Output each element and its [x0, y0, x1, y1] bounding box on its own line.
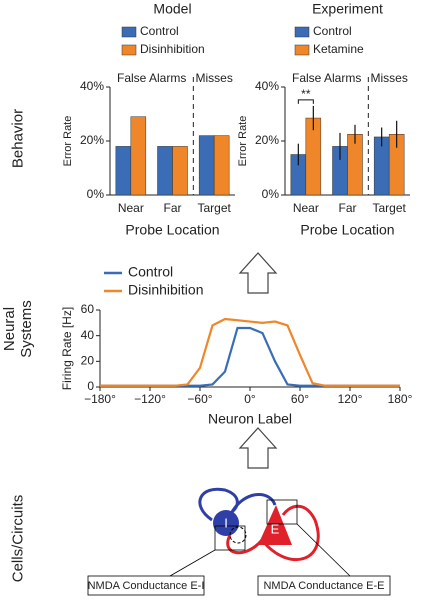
y-tick-label: 0%: [262, 187, 280, 201]
legend-label: Ketamine: [313, 42, 364, 56]
y-tick-label: 60: [81, 302, 95, 316]
bar: [198, 135, 215, 196]
callout-line: [169, 549, 216, 577]
x-tick-label: Near: [118, 201, 144, 215]
legend-label: Disinhibition: [140, 42, 205, 56]
legend-swatch: [294, 26, 310, 38]
y-tick-label: 20%: [255, 133, 279, 147]
bar: [172, 146, 188, 196]
annotation: False Alarms: [292, 71, 361, 85]
x-tick-label: 0°: [244, 392, 256, 406]
x-tick-label: Far: [339, 201, 357, 215]
x-axis-label: Neuron Label: [208, 411, 292, 427]
annotation: **: [301, 87, 311, 101]
y-axis-label: Firing Rate [Hz]: [60, 307, 74, 390]
x-tick-label: 180°: [388, 392, 413, 406]
callout-box: [87, 575, 205, 596]
y-axis-label: Error Rate: [62, 116, 74, 167]
node-label: E: [271, 521, 280, 536]
x-tick-label: −120°: [134, 392, 166, 406]
x-tick-label: 60°: [291, 392, 309, 406]
y-tick-label: 0%: [87, 187, 105, 201]
legend-label: Control: [128, 264, 173, 280]
callout-label: NMDA Conductance E-I: [88, 580, 205, 592]
y-tick-label: 40%: [80, 79, 104, 93]
y-tick-label: 20: [81, 354, 95, 368]
bar: [157, 146, 173, 196]
x-tick-label: Near: [293, 201, 319, 215]
chart-title: Experiment: [312, 1, 383, 17]
legend-swatch: [121, 26, 137, 38]
legend-label: Control: [313, 24, 352, 38]
annotation: Misses: [370, 71, 407, 85]
node-label: I: [224, 515, 228, 530]
y-tick-label: 0: [87, 379, 94, 393]
y-axis-label: Error Rate: [237, 116, 249, 167]
zoom-box: [266, 499, 298, 525]
legend-swatch: [121, 44, 137, 56]
x-tick-label: −60°: [187, 392, 212, 406]
annotation: Misses: [195, 71, 232, 85]
x-tick-label: 120°: [338, 392, 363, 406]
significance-bracket: [297, 99, 314, 104]
circuit-diagram: I E NMDA Conductance E-I NMDA Conductanc…: [87, 487, 391, 596]
synapse: [229, 526, 247, 544]
callout-line: [296, 523, 351, 577]
annotation: False Alarms: [117, 71, 186, 85]
x-axis-label: Probe Location: [125, 222, 219, 238]
y-tick-label: 40: [81, 328, 95, 342]
legend-label: Disinhibition: [128, 282, 203, 298]
line: [100, 317, 400, 387]
bar: [130, 116, 147, 196]
x-tick-label: −180°: [84, 392, 116, 406]
callout-label: NMDA Conductance E-E: [263, 580, 384, 592]
y-tick-label: 40%: [255, 79, 279, 93]
bar: [213, 135, 230, 196]
legend-swatch: [294, 44, 310, 56]
legend-label: Control: [140, 24, 179, 38]
excitatory-node: [258, 505, 292, 545]
callout-box: [257, 575, 391, 596]
x-tick-label: Target: [197, 201, 231, 215]
arrow: [238, 427, 278, 469]
x-tick-label: Target: [372, 201, 406, 215]
y-tick-label: 20%: [80, 133, 104, 147]
x-axis-label: Probe Location: [300, 222, 394, 238]
arrow: [238, 252, 278, 294]
bar: [115, 146, 132, 196]
zoom-box: [214, 525, 246, 551]
connection: [230, 493, 277, 513]
line: [100, 326, 400, 387]
connection: [226, 534, 264, 555]
chart-title: Model: [153, 1, 191, 17]
loop: [260, 504, 320, 562]
x-tick-label: Far: [164, 201, 182, 215]
